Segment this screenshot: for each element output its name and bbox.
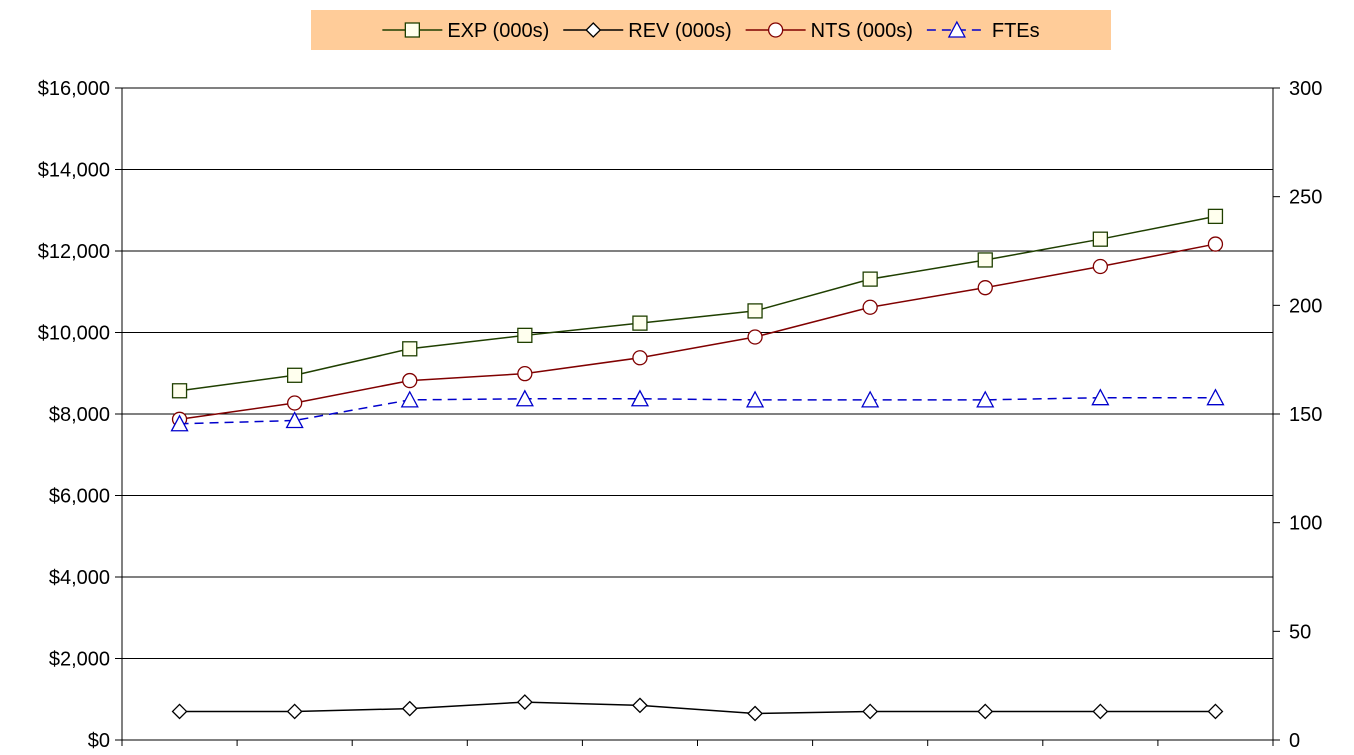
y2-tick-label-5: 250 [1289,187,1322,209]
legend-marker-0 [404,22,420,38]
y2-tick-label-2: 100 [1289,513,1322,535]
point-0-8 [1092,231,1108,247]
legend-marker-1 [585,22,602,38]
point-0-9 [1207,208,1224,225]
point-2-7 [977,280,993,296]
point-1-7 [977,703,994,720]
y-tick-label-1: $2,000 [49,649,110,671]
point-2-4 [632,350,648,366]
point-3-9 [1206,388,1225,406]
y2-tick-label-1: 50 [1289,621,1311,643]
point-1-2 [401,700,418,717]
point-3-7 [976,390,995,408]
point-3-0 [170,414,189,432]
point-2-1 [286,395,303,411]
point-3-6 [861,390,880,408]
y-tick-label-8: $16,000 [38,78,110,100]
point-2-3 [517,366,533,382]
series-line-0 [179,215,1216,392]
legend: EXP (000s) REV (000s) NTS (000s) FTEs [311,10,1111,50]
series-line-2 [179,243,1216,421]
point-0-6 [862,271,878,287]
legend-label-3: FTEs [992,20,1040,42]
series-line-3 [179,396,1216,425]
point-2-9 [1207,236,1224,252]
point-1-5 [747,705,763,722]
y-tick-label-4: $8,000 [49,404,110,426]
point-3-1 [285,411,304,429]
point-0-5 [747,303,763,319]
point-2-6 [862,299,878,315]
y-tick-label-3: $6,000 [49,486,110,508]
point-1-3 [516,694,533,711]
y-tick-label-5: $10,000 [38,323,110,345]
y2-tick-label-0: 0 [1289,730,1300,752]
point-0-4 [632,315,648,331]
y-tick-label-7: $14,000 [38,160,110,182]
y-tick-label-0: $0 [88,730,110,752]
legend-marker-3 [947,20,966,38]
point-0-0 [171,383,188,399]
point-1-1 [286,703,303,720]
y-tick-label-2: $4,000 [49,567,110,589]
point-3-4 [630,389,650,407]
series-0 [171,208,1224,399]
point-3-3 [515,389,534,407]
legend-marker-2 [767,22,784,38]
point-0-7 [977,252,993,268]
point-1-0 [171,703,188,720]
legend-label-0: EXP (000s) [447,20,549,42]
series-layer [170,208,1225,722]
point-0-1 [286,367,303,383]
point-3-5 [745,390,765,408]
y2-tick-label-3: 150 [1289,404,1322,426]
point-1-4 [632,697,648,714]
legend-label-1: REV (000s) [628,20,731,42]
point-0-2 [402,341,418,357]
point-2-2 [402,372,418,389]
point-2-8 [1092,258,1108,275]
y2-tick-label-6: 300 [1289,78,1322,100]
y-tick-label-6: $12,000 [38,241,110,263]
point-3-2 [400,390,419,408]
series-1 [171,694,1224,722]
point-0-3 [517,327,533,344]
axes: $0 $2,000 $4,000 $6,000 $8,000 $10,000 $12,000… [38,78,1323,752]
series-line-1 [179,701,1216,715]
point-1-6 [862,703,879,720]
series-3 [170,388,1225,432]
point-1-9 [1207,703,1224,720]
point-3-8 [1091,388,1110,406]
point-2-5 [747,329,763,345]
point-1-8 [1092,703,1109,720]
legend-label-2: NTS (000s) [811,20,913,42]
y2-tick-label-4: 200 [1289,295,1322,317]
gridlines [122,87,1273,659]
